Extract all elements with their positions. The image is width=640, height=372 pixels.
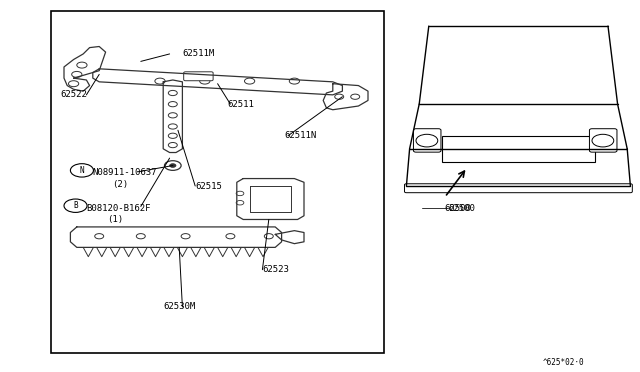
Circle shape (170, 164, 176, 167)
FancyBboxPatch shape (184, 72, 213, 81)
Text: N08911-10637: N08911-10637 (93, 169, 157, 177)
Text: B: B (73, 201, 78, 210)
Text: 62511N: 62511N (285, 131, 317, 140)
Text: (1): (1) (108, 215, 124, 224)
Text: 62511M: 62511M (182, 49, 214, 58)
Text: 62500: 62500 (448, 204, 475, 213)
Text: 62523: 62523 (262, 265, 289, 274)
Text: 62500: 62500 (445, 204, 472, 213)
FancyBboxPatch shape (404, 184, 632, 193)
FancyBboxPatch shape (51, 11, 384, 353)
Text: 62522: 62522 (61, 90, 88, 99)
FancyBboxPatch shape (589, 129, 617, 152)
Text: 62515: 62515 (195, 182, 222, 190)
FancyBboxPatch shape (413, 129, 441, 152)
Text: B08120-B162F: B08120-B162F (86, 204, 151, 213)
FancyBboxPatch shape (442, 136, 595, 162)
Text: 62511: 62511 (227, 100, 254, 109)
Text: ^625*02·0: ^625*02·0 (542, 358, 584, 367)
Text: N: N (79, 166, 84, 175)
Text: 62530M: 62530M (163, 302, 195, 311)
Text: (2): (2) (112, 180, 128, 189)
